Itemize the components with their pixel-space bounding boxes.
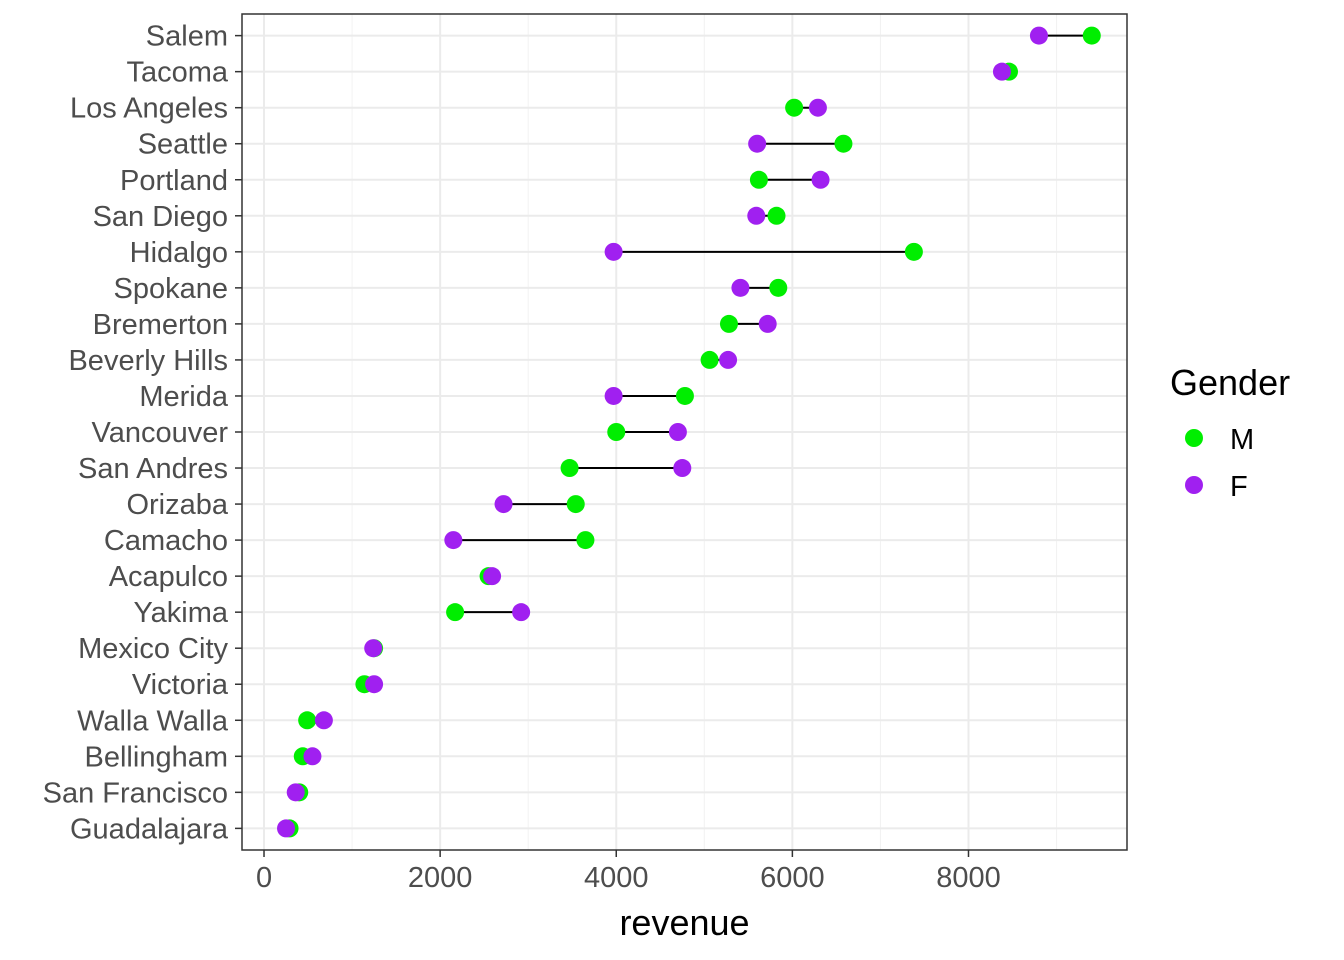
point-f-san-andres [673,459,692,478]
y-tick-label: Camacho [104,525,228,557]
y-tick-label: Merida [139,381,229,413]
x-tick-label: 0 [256,862,272,894]
y-axis: Salem Tacoma Los Angeles Seattle Portland San… [43,21,242,845]
y-tick-label: San Diego [93,201,228,233]
point-f-guadalajara [277,819,296,838]
point-f-bellingham [303,747,322,766]
point-f-tacoma [992,62,1011,81]
x-tick-label: 8000 [936,862,1001,894]
point-m-portland [749,170,768,189]
y-tick-label: Orizaba [126,489,228,521]
y-tick-label: Salem [146,21,228,53]
grid [242,14,1127,850]
point-m-hidalgo [904,242,923,261]
y-tick-label: Vancouver [92,417,229,449]
point-f-bremerton [758,314,777,333]
legend-key-f [1185,476,1203,494]
y-tick-label: Bremerton [93,309,228,341]
y-tick-label: Tacoma [126,57,228,89]
point-m-vancouver [607,423,626,441]
x-tick-label: 4000 [584,862,649,894]
legend-key-m [1185,429,1203,447]
point-m-beverly-hills [700,350,719,369]
point-f-vancouver [668,423,687,441]
point-f-orizaba [494,495,513,514]
point-f-acapulco [483,567,502,586]
point-m-bremerton [719,314,738,333]
legend: Gender MF [1170,362,1290,503]
y-tick-label: Walla Walla [77,705,229,737]
y-tick-label: Guadalajara [70,813,229,845]
point-f-hidalgo [604,242,623,261]
point-f-san-francisco [286,783,305,802]
y-tick-label: Mexico City [78,633,228,665]
point-f-salem [1029,26,1048,45]
y-tick-label: San Andres [78,453,228,485]
point-f-yakima [512,603,531,622]
point-f-victoria [365,675,384,694]
data-points [277,26,1101,838]
x-axis-title: revenue [619,902,749,943]
y-tick-label: Spokane [114,273,229,305]
y-tick-label: Los Angeles [70,93,228,125]
y-tick-label: San Francisco [43,777,228,809]
point-m-san-diego [767,206,786,225]
point-f-walla-walla [314,711,333,730]
y-tick-label: Victoria [132,669,229,701]
x-axis: 0 2000 4000 6000 8000 [256,850,1001,894]
legend-label-f: F [1230,471,1248,503]
point-m-los-angeles [785,98,804,117]
x-tick-label: 2000 [408,862,473,894]
point-m-seattle [834,134,853,153]
y-tick-label: Portland [120,165,228,197]
point-m-merida [675,386,694,405]
point-f-los-angeles [808,98,827,117]
legend-title: Gender [1170,362,1290,403]
y-tick-label: Bellingham [85,741,228,773]
point-m-salem [1082,26,1101,45]
point-f-seattle [748,134,767,153]
point-f-beverly-hills [719,350,738,369]
y-tick-label: Beverly Hills [68,345,228,377]
point-m-san-andres [560,459,579,478]
point-m-yakima [446,603,465,622]
point-f-portland [811,170,830,189]
point-m-walla-walla [298,711,317,730]
point-f-camacho [444,531,463,550]
point-f-spokane [731,278,750,297]
point-f-merida [604,386,623,405]
point-f-san-diego [747,206,766,225]
legend-label-m: M [1230,424,1254,456]
y-tick-label: Seattle [138,129,228,161]
point-m-orizaba [566,495,585,514]
y-tick-label: Yakima [133,597,228,629]
point-m-camacho [576,531,595,550]
point-m-spokane [769,278,788,297]
x-tick-label: 6000 [760,862,825,894]
y-tick-label: Acapulco [109,561,228,593]
point-f-mexico-city [364,639,383,658]
y-tick-label: Hidalgo [130,237,228,269]
